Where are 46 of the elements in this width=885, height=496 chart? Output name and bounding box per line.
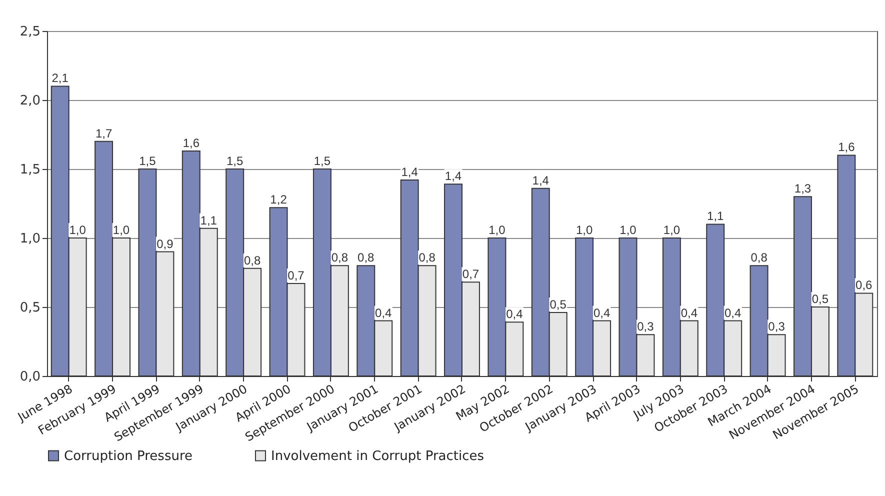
data-label: 1,3 (794, 182, 812, 196)
data-label: 0,8 (358, 250, 375, 265)
data-label: 2,1 (52, 71, 69, 86)
data-label: 0,4 (375, 306, 392, 320)
data-label: 0,3 (768, 320, 786, 334)
data-label: 1,7 (95, 126, 112, 140)
data-label: 1,5 (226, 154, 244, 168)
data-label: 1,2 (270, 192, 288, 207)
data-label: 1,6 (838, 140, 856, 154)
data-label: 0,6 (856, 278, 873, 292)
data-label: 0,7 (288, 268, 305, 283)
data-label: 0,4 (724, 306, 742, 320)
data-label: 1,0 (576, 223, 593, 237)
data-label: 0,8 (418, 250, 436, 265)
data-label: 1,5 (314, 154, 331, 168)
y-tick-label: 2,5 (20, 24, 40, 40)
data-label: 1,6 (182, 136, 200, 150)
data-label: 1,0 (620, 223, 637, 237)
data-label: 0,5 (550, 298, 567, 312)
data-label: 1,4 (444, 169, 462, 184)
data-label: 0,8 (750, 250, 768, 265)
data-label: 0,4 (506, 307, 524, 322)
legend-label: Involvement in Corrupt Practices (271, 448, 484, 464)
data-label: 0,8 (244, 253, 261, 268)
data-label: 1,1 (707, 209, 724, 224)
y-tick-label: 2,0 (20, 94, 40, 108)
y-tick-label: 1,5 (20, 162, 40, 178)
data-label: 1,4 (532, 173, 550, 188)
y-tick-label: 1,0 (20, 232, 40, 246)
data-label: 1,0 (112, 223, 130, 237)
data-label: 1,0 (488, 223, 506, 237)
data-label: 0,9 (156, 236, 174, 251)
data-label: 1,0 (69, 223, 86, 237)
data-label: 0,7 (462, 267, 480, 282)
data-label: 0,4 (593, 306, 610, 320)
data-label: 0,8 (331, 250, 348, 265)
data-label: 1,0 (663, 223, 680, 237)
legend-label: Corruption Pressure (64, 448, 193, 464)
data-label: 0,3 (637, 320, 654, 334)
data-label: 0,5 (812, 292, 829, 306)
data-label: 1,4 (401, 165, 418, 180)
data-label: 0,4 (680, 306, 698, 320)
y-tick-label: 0,5 (20, 300, 40, 316)
data-label: 1,1 (200, 213, 218, 228)
y-tick-label: 0,0 (20, 370, 40, 384)
data-label: 1,5 (139, 154, 156, 168)
